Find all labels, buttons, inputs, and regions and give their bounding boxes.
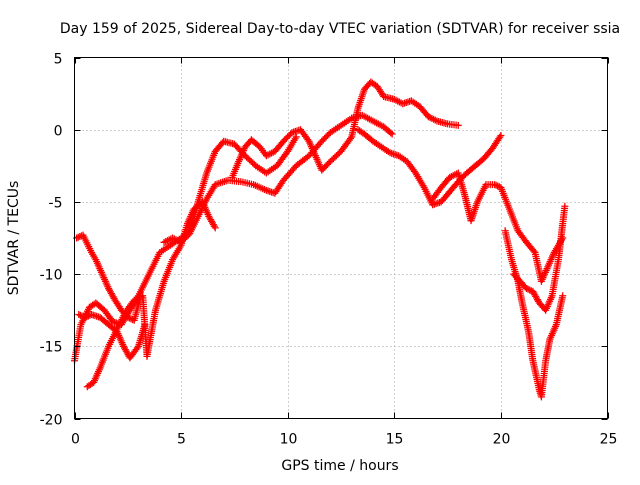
x-tick-label: 20 [493, 432, 511, 448]
data-series [73, 231, 145, 324]
data-point [496, 133, 504, 141]
plot-frame [74, 57, 608, 419]
y-tick-label: -10 [40, 268, 63, 284]
data-point [133, 344, 141, 352]
x-tick-label: 25 [600, 432, 618, 448]
data-point [561, 202, 569, 210]
data-point [559, 292, 567, 300]
y-axis-ticks: -20 -15 -10 -5 0 5 [40, 52, 608, 429]
data-point [210, 222, 218, 230]
data-point [84, 312, 92, 320]
x-tick-label: 15 [386, 432, 404, 448]
data-point [211, 224, 219, 232]
data-point [494, 182, 502, 190]
data-point [492, 181, 500, 189]
data-point [454, 121, 462, 129]
data-points [71, 78, 569, 401]
data-point [526, 286, 534, 294]
y-tick-label: 5 [54, 52, 63, 68]
data-series [71, 133, 300, 365]
data-series [354, 126, 505, 209]
x-axis-ticks: 0 5 10 15 20 25 [71, 57, 618, 448]
data-point [497, 131, 505, 139]
x-tick-label: 5 [177, 432, 186, 448]
grid-lines [74, 57, 608, 419]
data-point [75, 311, 83, 319]
data-point [387, 129, 395, 137]
data-point [524, 285, 532, 293]
y-tick-label: 0 [54, 124, 63, 140]
y-axis-label: SDTVAR / TECUs [6, 181, 22, 296]
data-point [522, 285, 530, 293]
data-series [228, 78, 462, 181]
x-tick-label: 10 [280, 432, 298, 448]
data-point [78, 312, 86, 320]
data-series [160, 111, 396, 246]
data-series [510, 202, 569, 314]
y-tick-label: -5 [49, 196, 63, 212]
y-tick-label: -15 [40, 340, 63, 356]
data-point [346, 135, 354, 143]
data-point [81, 313, 89, 321]
data-point [491, 181, 499, 189]
data-point [530, 247, 538, 255]
data-point [292, 133, 300, 141]
data-point [388, 130, 396, 138]
data-series [429, 169, 567, 285]
data-series [83, 198, 219, 391]
x-tick-label: 0 [71, 432, 80, 448]
y-tick-label: -20 [40, 413, 63, 429]
chart-title: Day 159 of 2025, Sidereal Day-to-day VTE… [60, 21, 620, 37]
data-point [83, 313, 91, 321]
x-axis-label: GPS time / hours [281, 458, 398, 474]
data-point [76, 311, 84, 319]
